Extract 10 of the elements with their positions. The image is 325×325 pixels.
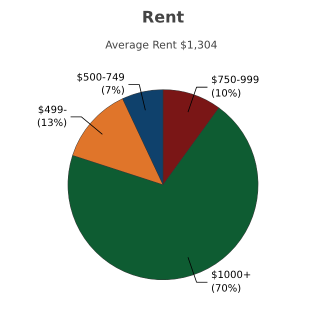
slice-label: $1000+ [211, 270, 252, 282]
data-label: (13%) [36, 118, 68, 129]
chart-title: Rent [142, 8, 184, 26]
data-label: (70%) [211, 283, 242, 294]
slice-label: $499- [38, 104, 68, 116]
data-label: (10%) [211, 88, 242, 100]
chart-subtitle: Average Rent $1,304 [105, 38, 218, 52]
data-label: (7%) [101, 86, 125, 97]
slice-label: $750-999 [211, 75, 260, 86]
slice-label: $500-749 [76, 72, 125, 84]
